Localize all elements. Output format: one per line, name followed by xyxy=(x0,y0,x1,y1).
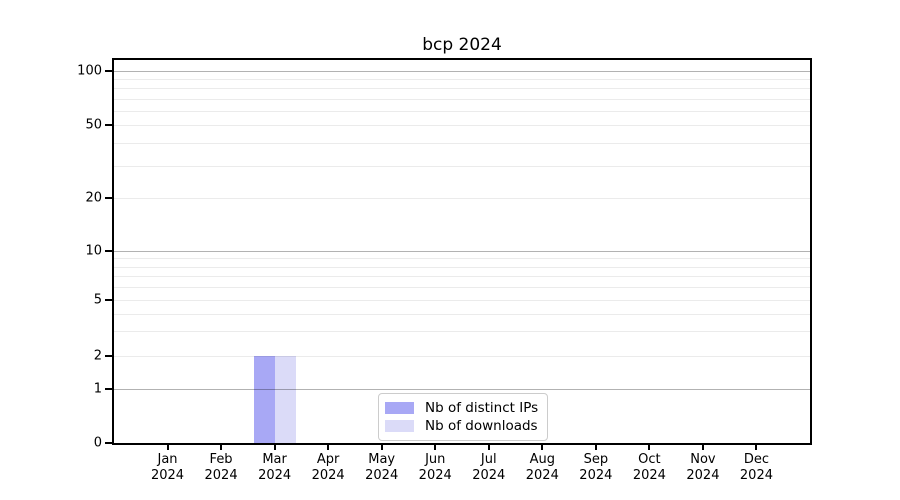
x-tick-month: Mar xyxy=(262,452,287,467)
legend-label: Nb of downloads xyxy=(425,418,538,434)
x-tick-year: 2024 xyxy=(365,468,399,483)
x-tick-mark xyxy=(273,445,276,450)
x-tick-month: Jun xyxy=(425,452,446,467)
x-tick-month: Aug xyxy=(529,452,555,467)
bar-downloads-mar-2024 xyxy=(274,356,296,443)
gridline-major xyxy=(114,251,810,252)
chart-title: bcp 2024 xyxy=(422,35,502,55)
x-tick-year: 2024 xyxy=(525,468,559,483)
legend-item: Nb of distinct IPs xyxy=(385,399,538,417)
y-tick-label: 1 xyxy=(93,381,102,397)
y-tick-mark xyxy=(105,388,112,390)
gridline-minor xyxy=(114,287,810,289)
x-tick-month: Oct xyxy=(638,452,661,467)
gridline-minor xyxy=(114,98,810,100)
x-tick-mark xyxy=(380,445,383,450)
plot-area xyxy=(112,58,812,445)
x-tick-year: 2024 xyxy=(739,468,773,483)
x-tick-year: 2024 xyxy=(418,468,452,483)
x-tick-mark xyxy=(487,445,490,450)
x-tick-label: Oct 2024 xyxy=(613,452,685,484)
x-tick-month: Sep xyxy=(583,452,609,467)
y-tick-label: 100 xyxy=(77,63,102,79)
x-tick-label: Jun 2024 xyxy=(399,452,471,484)
legend: Nb of distinct IPs Nb of downloads xyxy=(378,393,549,441)
x-tick-label: Nov 2024 xyxy=(667,452,739,484)
x-tick-year: 2024 xyxy=(579,468,613,483)
x-tick-year: 2024 xyxy=(311,468,345,483)
x-tick-month: Feb xyxy=(209,452,233,467)
y-tick-label: 0 xyxy=(93,435,102,451)
x-tick-label: May 2024 xyxy=(346,452,418,484)
x-tick-mark xyxy=(434,445,437,450)
gridline-minor xyxy=(114,110,810,112)
gridline-minor xyxy=(114,165,810,167)
bar-distinct-ips-mar-2024 xyxy=(253,356,275,443)
x-tick-label: Sep 2024 xyxy=(560,452,632,484)
y-tick-mark xyxy=(105,70,112,72)
x-tick-mark xyxy=(648,445,651,450)
y-tick-label: 20 xyxy=(85,190,102,206)
x-tick-label: Jul 2024 xyxy=(453,452,525,484)
x-tick-month: Apr xyxy=(316,452,340,467)
gridline-minor xyxy=(114,356,810,357)
legend-swatch xyxy=(385,420,414,432)
x-tick-month: Jan xyxy=(157,452,178,467)
x-tick-mark xyxy=(220,445,223,450)
x-tick-month: May xyxy=(368,452,396,467)
x-tick-mark xyxy=(541,445,544,450)
legend-swatch xyxy=(385,402,414,414)
x-tick-year: 2024 xyxy=(204,468,238,483)
x-tick-mark xyxy=(166,445,169,450)
x-tick-label: Dec 2024 xyxy=(720,452,792,484)
x-tick-label: Jan 2024 xyxy=(132,452,204,484)
x-tick-mark xyxy=(755,445,758,450)
x-tick-mark xyxy=(701,445,704,450)
gridline-major xyxy=(114,71,810,72)
y-tick-label: 5 xyxy=(93,292,102,308)
gridline-minor xyxy=(114,331,810,333)
y-tick-label: 2 xyxy=(93,348,102,364)
gridline-minor xyxy=(114,125,810,126)
y-tick-mark xyxy=(105,299,112,301)
x-tick-label: Apr 2024 xyxy=(292,452,364,484)
gridline-minor xyxy=(114,142,810,144)
x-tick-year: 2024 xyxy=(258,468,292,483)
legend-item: Nb of downloads xyxy=(385,417,538,435)
y-tick-mark xyxy=(105,197,112,199)
y-tick-mark xyxy=(105,124,112,126)
x-tick-year: 2024 xyxy=(686,468,720,483)
x-tick-mark xyxy=(327,445,330,450)
y-tick-mark xyxy=(105,442,112,444)
gridline-major xyxy=(114,389,810,390)
x-tick-year: 2024 xyxy=(150,468,185,483)
x-tick-month: Nov xyxy=(690,452,716,467)
x-tick-mark xyxy=(594,445,597,450)
gridline-minor xyxy=(114,258,810,260)
x-tick-month: Dec xyxy=(743,452,770,467)
gridline-minor xyxy=(114,276,810,278)
y-tick-label: 10 xyxy=(85,243,102,259)
gridline-minor xyxy=(114,79,810,81)
y-tick-label: 50 xyxy=(85,117,102,133)
gridline-minor xyxy=(114,313,810,315)
gridline-minor xyxy=(114,198,810,199)
legend-label: Nb of distinct IPs xyxy=(425,400,539,416)
x-tick-year: 2024 xyxy=(472,468,506,483)
y-tick-mark xyxy=(105,355,112,357)
x-tick-label: Mar 2024 xyxy=(239,452,311,484)
x-tick-year: 2024 xyxy=(632,468,666,483)
y-tick-mark xyxy=(105,250,112,252)
x-tick-label: Aug 2024 xyxy=(506,452,578,484)
gridline-minor xyxy=(114,266,810,268)
gridline-minor xyxy=(114,300,810,301)
x-tick-month: Jul xyxy=(480,452,497,467)
x-tick-label: Feb 2024 xyxy=(185,452,257,484)
gridline-minor xyxy=(114,88,810,90)
